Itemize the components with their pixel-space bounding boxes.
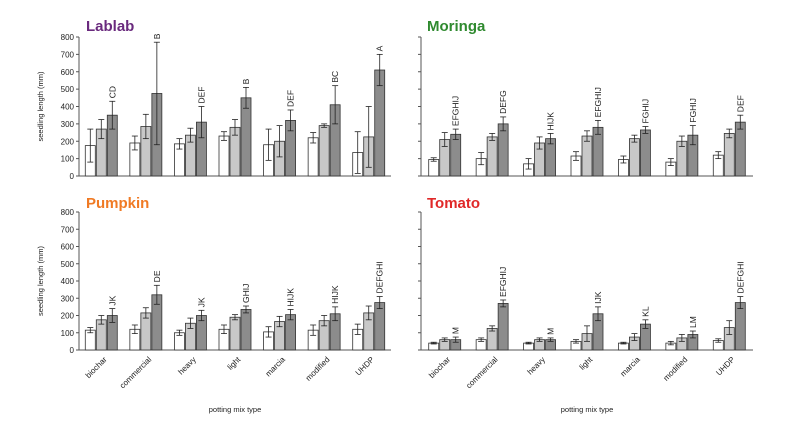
bar-moringa-biochar-1: [428, 159, 440, 177]
bar-pumpkin-light-3: [240, 309, 252, 351]
significance-label: DEF: [196, 87, 206, 104]
y-tick-label: 600: [61, 243, 75, 252]
significance-label: BC: [330, 71, 340, 83]
significance-label: HIJK: [286, 288, 296, 307]
y-tick-label: 200: [61, 137, 75, 146]
panel-title-pumpkin: Pumpkin: [86, 195, 149, 212]
bar-tomato-uhdp-3: [734, 302, 746, 351]
y-tick-label: 800: [61, 33, 75, 42]
bar-moringa-commercial-3: [497, 123, 509, 177]
significance-label: IJK: [593, 291, 603, 304]
category-label: commercial: [118, 355, 153, 390]
bar-pumpkin-uhdp-3: [374, 302, 386, 351]
y-tick-label: 0: [70, 346, 75, 355]
y-tick-label: 800: [61, 208, 75, 217]
bar-moringa-light-2: [581, 135, 593, 177]
significance-label: B: [152, 33, 162, 39]
significance-label: DEFGHI: [735, 261, 745, 293]
bar-pumpkin-light-2: [229, 316, 241, 351]
y-tick-label: 300: [61, 120, 75, 129]
significance-label: FGHIJ: [688, 98, 698, 123]
y-tick-label: 500: [61, 260, 75, 269]
significance-label: M: [451, 327, 461, 334]
significance-label: JK: [196, 297, 206, 307]
y-tick-label: 100: [61, 155, 75, 164]
y-axis-label: seedling length (mm): [36, 71, 45, 142]
y-tick-label: 700: [61, 50, 75, 59]
significance-label: CD: [107, 86, 117, 98]
significance-label: DEFG: [498, 90, 508, 114]
panel-title-tomato: Tomato: [427, 195, 480, 212]
category-label: modified: [304, 355, 332, 383]
category-label: heavy: [526, 355, 547, 376]
y-tick-label: 500: [61, 85, 75, 94]
x-axis-label: potting mix type: [209, 405, 262, 414]
category-label: marcia: [618, 355, 642, 379]
significance-label: HIJK: [546, 112, 556, 131]
bar-lablab-light-1: [218, 135, 230, 177]
y-tick-label: 0: [70, 172, 75, 181]
significance-label: KL: [640, 306, 650, 317]
bar-tomato-commercial-2: [486, 328, 498, 351]
category-label: UHDP: [354, 355, 376, 377]
bar-moringa-uhdp-3: [734, 121, 746, 177]
y-tick-label: 300: [61, 294, 75, 303]
bar-lablab-light-3: [240, 97, 252, 177]
y-tick-label: 700: [61, 225, 75, 234]
y-tick-label: 600: [61, 68, 75, 77]
category-label: heavy: [176, 355, 197, 376]
significance-label: EFGHIJ: [593, 87, 603, 117]
bar-moringa-biochar-3: [450, 133, 462, 177]
category-label: marcia: [264, 355, 288, 379]
significance-label: DEF: [286, 90, 296, 107]
significance-label: LM: [688, 316, 698, 328]
significance-label: B: [241, 78, 251, 84]
significance-label: A: [375, 45, 385, 51]
panel-title-moringa: Moringa: [427, 18, 486, 35]
significance-label: HIJK: [330, 285, 340, 304]
panel-title-lablab: Lablab: [86, 18, 134, 35]
y-tick-label: 200: [61, 312, 75, 321]
y-axis-label: seedling length (mm): [36, 245, 45, 316]
significance-label: EFGHIJ: [498, 267, 508, 297]
y-tick-label: 400: [61, 277, 75, 286]
significance-label: DEFGHI: [375, 261, 385, 293]
bar-moringa-uhdp-2: [723, 133, 735, 177]
category-label: commercial: [464, 355, 499, 390]
significance-label: JK: [107, 295, 117, 305]
bar-moringa-marcia-2: [629, 138, 640, 177]
category-label: biochar: [84, 355, 109, 380]
y-tick-label: 400: [61, 103, 75, 112]
significance-label: FGHIJ: [640, 99, 650, 124]
bar-moringa-commercial-2: [486, 136, 498, 177]
bar-lablab-modified-2: [318, 125, 330, 177]
bar-moringa-marcia-3: [640, 129, 651, 177]
category-label: UHDP: [714, 355, 736, 377]
significance-label: DE: [152, 270, 162, 282]
significance-label: EFGHIJ: [451, 96, 461, 126]
category-label: biochar: [427, 355, 452, 380]
significance-label: M: [546, 328, 556, 335]
category-label: modified: [662, 355, 690, 383]
bar-lablab-modified-1: [307, 137, 319, 177]
category-label: light: [578, 355, 595, 372]
significance-label: DEF: [735, 95, 745, 112]
x-axis-label: potting mix type: [561, 405, 614, 414]
significance-label: GHIJ: [241, 284, 251, 303]
y-tick-label: 100: [61, 329, 75, 338]
bar-tomato-commercial-3: [497, 303, 509, 351]
category-label: light: [226, 355, 243, 372]
